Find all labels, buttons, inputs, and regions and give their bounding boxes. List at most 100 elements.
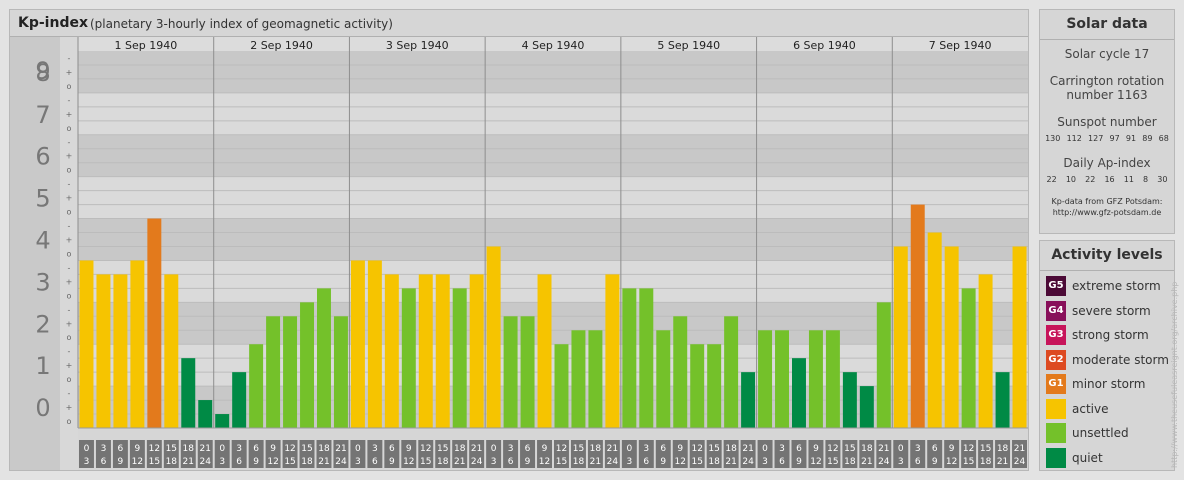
kp-bar	[944, 246, 959, 428]
interval-cell	[706, 440, 722, 468]
kp-bar	[876, 302, 891, 428]
data-source-url[interactable]: http://www.gfz-potsdam.de	[1052, 208, 1162, 217]
minor-tick-label: o	[67, 333, 72, 342]
minor-tick-label: o	[67, 208, 72, 217]
level-band	[78, 92, 1028, 135]
interval-start-label: 3	[372, 444, 378, 454]
kp-bar	[571, 330, 586, 428]
sunspot-value: 68	[1158, 134, 1169, 143]
interval-cell	[333, 440, 349, 468]
interval-end-label: 18	[573, 457, 585, 467]
interval-end-label: 12	[810, 457, 821, 467]
kp-bar	[333, 316, 348, 428]
kp-bar	[164, 274, 179, 428]
interval-end-label: 3	[626, 457, 632, 467]
kp-bar	[113, 274, 128, 428]
y-tick-label: 5	[35, 185, 50, 213]
interval-cell	[927, 440, 943, 468]
minor-tick-label: +	[66, 403, 73, 412]
interval-start-label: 21	[200, 444, 211, 454]
interval-end-label: 24	[335, 457, 347, 467]
interval-end-label: 9	[253, 457, 259, 467]
interval-end-label: 12	[539, 457, 550, 467]
interval-cell	[621, 440, 637, 468]
ap-value: 11	[1123, 175, 1134, 184]
kp-bar	[808, 330, 823, 428]
level-swatch	[1046, 398, 1066, 419]
minor-tick-label: +	[66, 277, 73, 286]
interval-cell	[469, 440, 485, 468]
kp-bar	[978, 274, 993, 428]
interval-start-label: 6	[389, 444, 395, 454]
minor-tick-label: o	[67, 291, 72, 300]
sunspot-label: Sunspot number	[1057, 115, 1157, 129]
interval-cell	[604, 440, 620, 468]
interval-start-label: 3	[643, 444, 649, 454]
sunspot-value: 97	[1109, 134, 1120, 143]
day-label: 3 Sep 1940	[386, 39, 449, 52]
kp-chart-panel: 0 1 2 3 4 5 6 7 8 9 o + - o + - o + - o + - o + - o + - o + - o + - o + -1 S…	[9, 9, 1029, 471]
interval-end-label: 21	[997, 457, 1008, 467]
interval-end-label: 6	[915, 457, 921, 467]
kp-bar	[537, 274, 552, 428]
interval-end-label: 15	[284, 457, 295, 467]
interval-end-label: 12	[403, 457, 414, 467]
interval-cell	[587, 440, 603, 468]
interval-cell	[79, 440, 94, 468]
interval-cell	[876, 440, 892, 468]
kp-bar	[520, 316, 535, 428]
ap-value: 22	[1046, 175, 1057, 184]
kp-bar	[317, 288, 331, 428]
level-band	[78, 302, 1028, 345]
minor-tick-label: -	[68, 138, 71, 147]
interval-start-label: 18	[454, 444, 466, 454]
interval-end-label: 18	[437, 457, 449, 467]
interval-cell	[265, 440, 281, 468]
kp-bar	[198, 400, 213, 428]
sunspot-value: 130	[1045, 134, 1061, 143]
y-tick-label: 4	[35, 227, 50, 255]
interval-start-label: 9	[406, 444, 412, 454]
interval-start-label: 6	[932, 444, 938, 454]
y-tick-label: 9	[35, 57, 50, 85]
interval-end-label: 21	[183, 457, 194, 467]
level-band	[78, 260, 1028, 303]
interval-start-label: 15	[301, 444, 312, 454]
level-swatch: G3	[1046, 325, 1066, 345]
kp-bar	[639, 288, 654, 428]
minor-tick-label: o	[67, 82, 72, 91]
level-swatch	[1046, 447, 1066, 468]
interval-start-label: 15	[573, 444, 584, 454]
level-label: moderate storm	[1072, 352, 1169, 367]
kp-bar	[859, 386, 874, 428]
interval-end-label: 24	[200, 457, 212, 467]
interval-end-label: 21	[590, 457, 601, 467]
interval-start-label: 3	[915, 444, 921, 454]
credit-url: http://www.theusefuleasreignt.org/archiv…	[1170, 281, 1179, 468]
interval-end-label: 15	[691, 457, 702, 467]
kp-bar	[367, 260, 382, 428]
interval-start-label: 6	[525, 444, 531, 454]
kp-bar	[79, 260, 94, 428]
level-band	[78, 176, 1028, 219]
interval-end-label: 6	[236, 457, 242, 467]
minor-tick-label: -	[68, 347, 71, 356]
interval-start-label: 18	[725, 444, 737, 454]
sunspot-values: 130 112 127 97 91 89 68	[1040, 134, 1174, 143]
interval-start-label: 9	[677, 444, 683, 454]
interval-cell	[248, 440, 264, 468]
interval-end-label: 21	[725, 457, 736, 467]
ap-values: 22 10 22 16 11 8 30	[1040, 175, 1174, 184]
interval-start-label: 0	[84, 444, 90, 454]
minor-tick-label: -	[68, 389, 71, 398]
minor-tick-label: -	[68, 222, 71, 231]
interval-end-label: 9	[389, 457, 395, 467]
interval-end-label: 15	[963, 457, 974, 467]
interval-cell	[503, 440, 519, 468]
interval-end-label: 24	[742, 457, 754, 467]
interval-cell	[554, 440, 569, 468]
interval-end-label: 3	[762, 457, 768, 467]
interval-start-label: 15	[980, 444, 991, 454]
interval-cell	[231, 440, 247, 468]
ap-value: 30	[1157, 175, 1168, 184]
